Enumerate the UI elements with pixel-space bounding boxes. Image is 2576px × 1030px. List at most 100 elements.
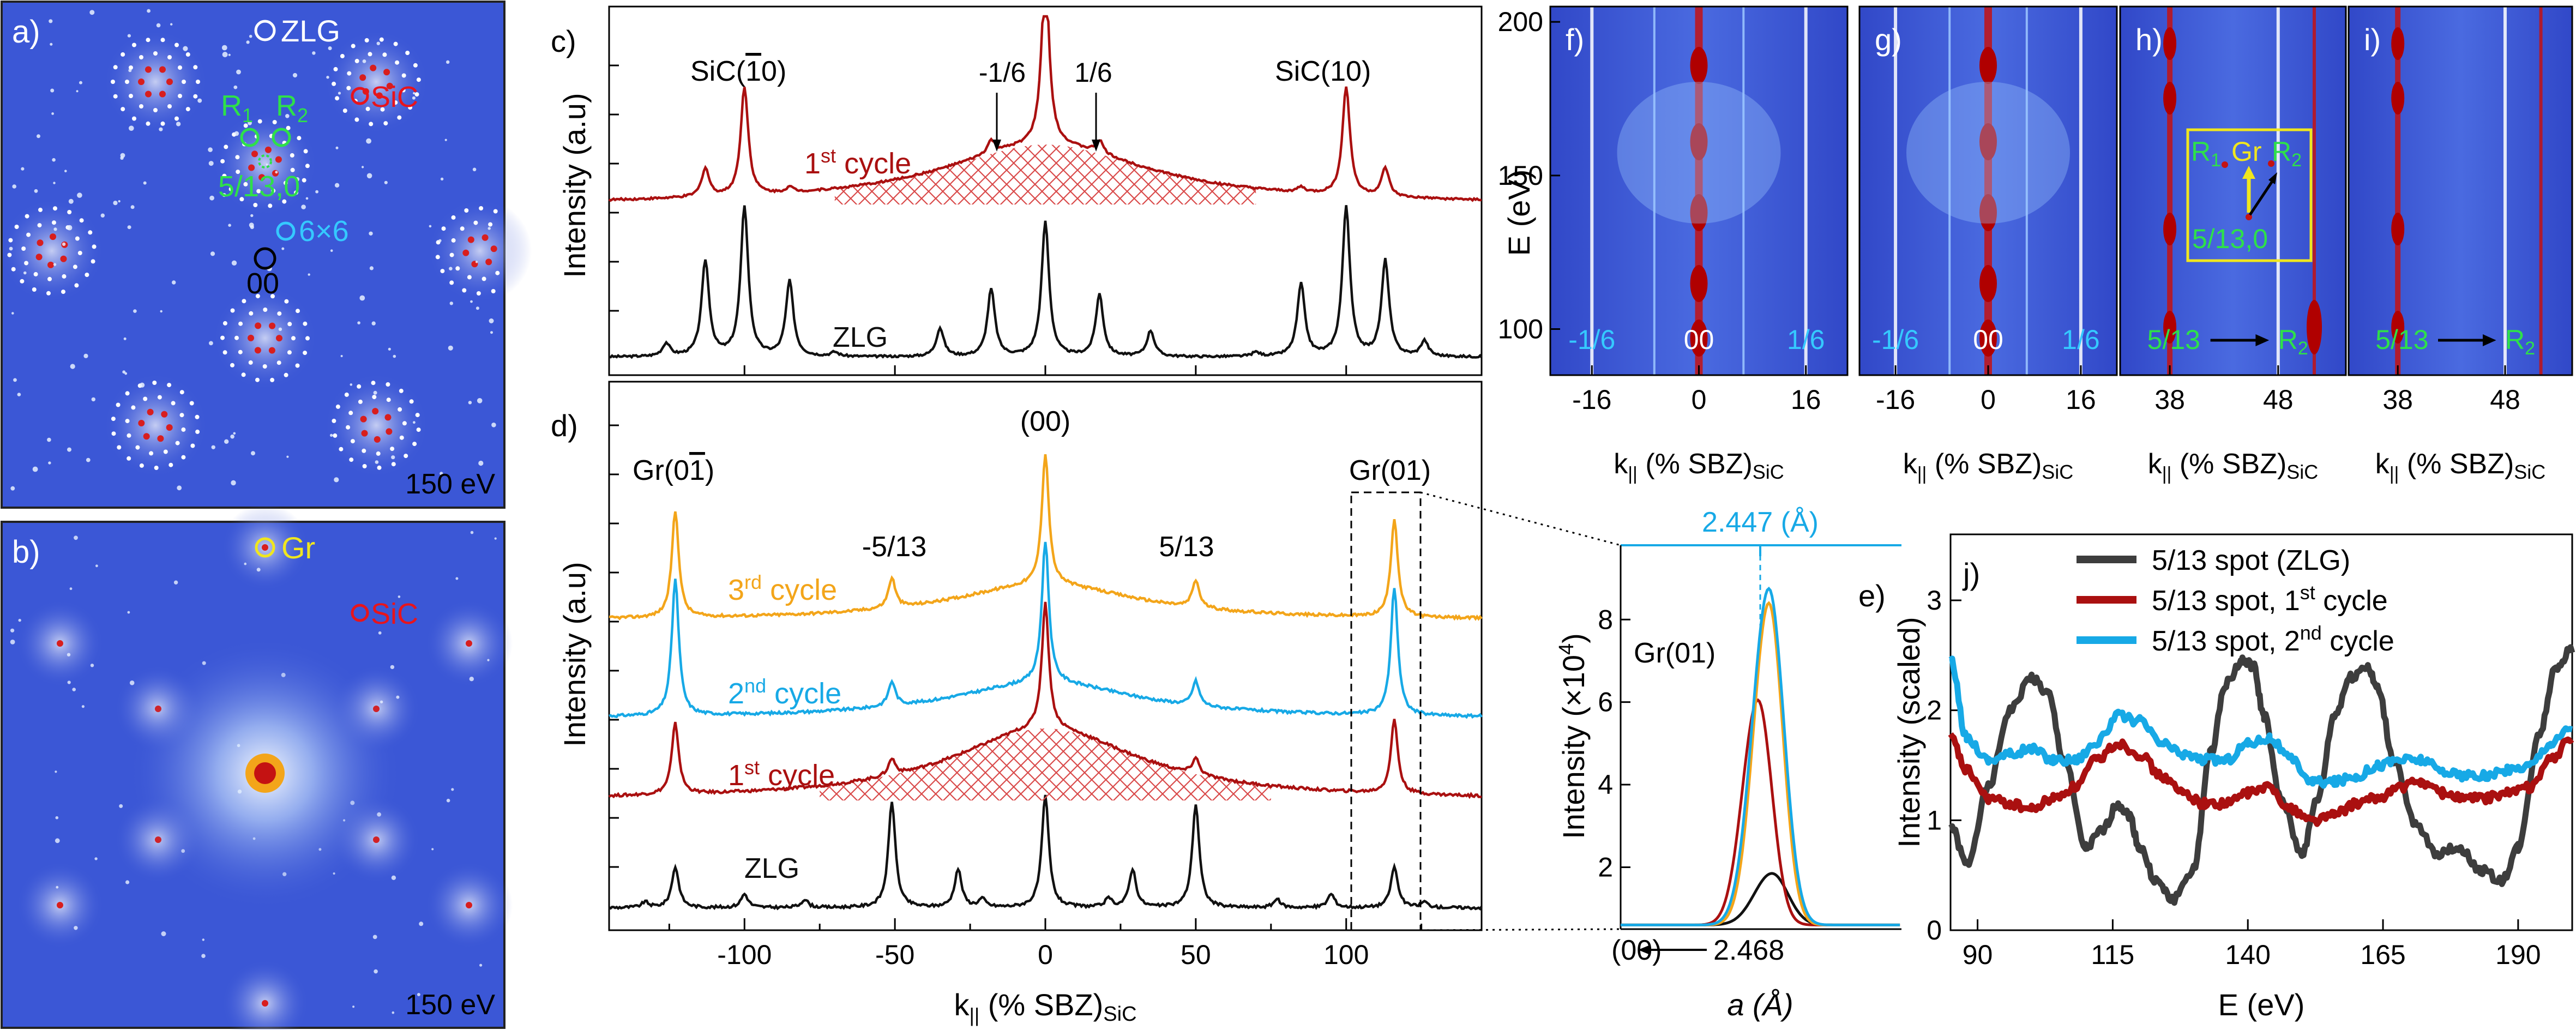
heatmap-lobe [2163, 311, 2177, 344]
leed-spot-a [491, 423, 496, 427]
leed-spot-a [393, 41, 398, 46]
leed-spot-a [53, 263, 57, 266]
xlabel-hm: k|| (% SBZ)SiC [1903, 448, 2074, 484]
leed-spot-a [248, 334, 254, 341]
leed-spot-a [235, 155, 240, 160]
leed-spot-a [377, 465, 382, 470]
leed-spot-a [448, 345, 453, 351]
leed-spot-a [139, 104, 143, 109]
leed-spot-a [224, 144, 228, 149]
energy-label-b: 150 eV [405, 989, 495, 1021]
leed-spot-a [145, 66, 152, 73]
leed-spot-a [77, 251, 82, 255]
xlabel-d: k|| (% SBZ)SiC [954, 987, 1136, 1026]
leed-spot-a [220, 335, 225, 340]
leed-spot-a [208, 147, 213, 152]
leed-spot-b [479, 963, 483, 967]
leed-spot-a [393, 354, 396, 358]
leed-spot-a [362, 166, 364, 168]
panel-e: 2 4 6 8 2.447 (Å) e) Gr(01) Intensity (×104… [1555, 507, 1901, 1022]
leed-spot-a [195, 414, 200, 419]
leed-spot-a [222, 321, 227, 326]
leed-spot-a [209, 341, 213, 346]
leed-spot-a [472, 167, 477, 172]
leed-spot-a [364, 38, 369, 43]
leed-spot-a [451, 238, 456, 243]
leed-spot-b [446, 798, 450, 803]
series-line-e-2nd-cycle [1621, 586, 1900, 926]
xtick-label-hm: 48 [2263, 384, 2294, 415]
leed-spot-a [290, 167, 295, 172]
leed-spot-a [189, 401, 194, 406]
leed-spot-a [64, 170, 67, 173]
ticks-j: 0 1 2 3 90 115 140 165 190 [1927, 585, 2541, 970]
leed-spot-a [230, 434, 234, 439]
ticks-d: -100 -50 0 50 100 [609, 424, 1423, 970]
leed-spot-a [154, 466, 159, 470]
leed-spot-a [275, 171, 278, 174]
leed-spot-a [152, 381, 157, 385]
arrow-to-origin-e [1638, 945, 1707, 955]
leed-spot-a [365, 106, 370, 111]
leed-spot-a [23, 271, 27, 275]
leed-spot-a [140, 382, 145, 388]
leed-spot-a [88, 230, 93, 235]
leed-spot-b [74, 926, 78, 930]
leed-spot-a [291, 336, 296, 341]
ytick-label-hm: 150 [1498, 160, 1543, 191]
leed-spot-a [248, 121, 252, 125]
leed-spot-a [344, 392, 349, 397]
leed-spot-a [33, 272, 38, 276]
leed-spot-a [153, 108, 158, 112]
leed-spot-a [382, 52, 387, 57]
leed-spot-b [372, 935, 377, 939]
leed-spot-a [460, 226, 465, 231]
leed-spot-a [34, 189, 38, 193]
spot-glow-a [213, 112, 317, 215]
leed-spot-a [399, 435, 404, 440]
leed-spot-a [67, 447, 71, 452]
leed-spot-a [330, 433, 333, 437]
leed-spot-a [449, 280, 454, 285]
leed-spot-b [352, 1005, 355, 1008]
gr-m-label: Gr(01) [633, 455, 714, 486]
leed-spot-a [346, 86, 351, 91]
heatmap-lobe [1979, 320, 1997, 357]
leed-spot-a [409, 399, 414, 404]
leed-spot-a [50, 43, 53, 46]
leed-spot-b [466, 640, 472, 647]
leed-spot-a [129, 125, 134, 131]
leed-spot-a [490, 245, 497, 252]
p00-label-d: (00) [1020, 406, 1070, 437]
leed-spot-a [21, 246, 26, 251]
leed-spot-a [157, 435, 164, 442]
leed-spot-a [248, 164, 255, 171]
heatmap-streak [2313, 7, 2316, 375]
heatmap-tag: -1/6 [1568, 324, 1615, 355]
heatmap-lobe [1979, 123, 1997, 160]
leed-spot-a [242, 299, 246, 304]
leed-spot-a [253, 203, 258, 207]
spot-glow-a [324, 30, 428, 134]
leed-spot-a [376, 92, 383, 99]
leed-spot-a [117, 445, 122, 450]
leed-spot-a [190, 443, 195, 448]
leed-spot-a [236, 69, 241, 75]
xtick-label-hm: 38 [2382, 384, 2413, 415]
zoom-connector-bottom [1420, 928, 1621, 931]
leed-spot-a [369, 231, 373, 236]
leed-spot-a [128, 69, 132, 73]
leed-spot-a [236, 170, 240, 174]
heatmap-tag: 00 [1684, 324, 1714, 355]
leed-spot-a [413, 92, 416, 95]
leed-spot-a [449, 267, 453, 271]
leed-spot-a [234, 131, 239, 136]
leed-spot-a [339, 447, 344, 451]
zoom-box [1350, 491, 1422, 931]
leed-spot-a [49, 19, 53, 23]
leed-spot-a [255, 294, 260, 299]
leed-spot-a [351, 44, 356, 49]
leed-spot-a [159, 127, 163, 131]
leed-spot-a [178, 94, 182, 98]
leed-spot-b [390, 665, 395, 670]
